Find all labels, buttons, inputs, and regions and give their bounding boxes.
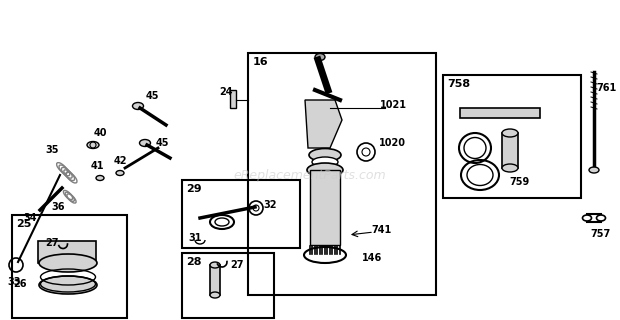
- Ellipse shape: [307, 163, 343, 177]
- Text: 31: 31: [188, 233, 202, 243]
- Text: 24: 24: [219, 87, 232, 97]
- Text: 34: 34: [24, 213, 37, 223]
- Text: 29: 29: [186, 184, 202, 194]
- Bar: [248, 53, 436, 295]
- Text: 41: 41: [91, 161, 104, 171]
- Text: 27: 27: [45, 238, 59, 248]
- Text: 761: 761: [597, 83, 617, 93]
- Text: 759: 759: [510, 177, 530, 187]
- Bar: [38, 241, 96, 263]
- Text: 45: 45: [155, 138, 169, 148]
- Bar: [182, 253, 274, 318]
- Text: 33: 33: [7, 277, 20, 287]
- Bar: [443, 75, 581, 198]
- Text: 40: 40: [93, 128, 107, 138]
- Text: 27: 27: [230, 260, 244, 270]
- Text: 42: 42: [113, 156, 126, 166]
- Text: 758: 758: [447, 79, 470, 89]
- Ellipse shape: [502, 129, 518, 137]
- Ellipse shape: [312, 157, 338, 167]
- Ellipse shape: [87, 141, 99, 148]
- Ellipse shape: [309, 148, 341, 162]
- Text: 16: 16: [253, 57, 268, 67]
- Ellipse shape: [96, 175, 104, 180]
- Bar: [460, 108, 540, 118]
- Text: eReplacementParts.com: eReplacementParts.com: [234, 169, 386, 181]
- Text: 36: 36: [51, 202, 64, 212]
- Ellipse shape: [39, 254, 97, 272]
- Text: 741: 741: [372, 225, 392, 235]
- Ellipse shape: [116, 171, 124, 175]
- Ellipse shape: [210, 262, 220, 268]
- Text: 1020: 1020: [378, 138, 405, 148]
- Circle shape: [9, 258, 23, 272]
- Ellipse shape: [39, 276, 97, 294]
- Ellipse shape: [502, 164, 518, 172]
- Bar: [210, 265, 220, 295]
- Ellipse shape: [133, 102, 143, 109]
- Text: 45: 45: [145, 91, 159, 101]
- Bar: [230, 90, 236, 108]
- Text: 28: 28: [186, 257, 202, 267]
- Text: 26: 26: [13, 279, 27, 289]
- Text: 757: 757: [591, 229, 611, 239]
- Text: 1021: 1021: [379, 100, 407, 110]
- Text: 32: 32: [264, 200, 277, 210]
- Ellipse shape: [589, 167, 599, 173]
- Bar: [310, 170, 340, 245]
- Polygon shape: [305, 100, 342, 148]
- Ellipse shape: [210, 292, 220, 298]
- Text: 146: 146: [362, 253, 382, 263]
- Text: 25: 25: [16, 219, 32, 229]
- Bar: [182, 180, 300, 248]
- Bar: [502, 133, 518, 168]
- Ellipse shape: [140, 140, 151, 147]
- Bar: [12, 215, 127, 318]
- Text: 35: 35: [45, 145, 59, 155]
- Ellipse shape: [315, 53, 325, 60]
